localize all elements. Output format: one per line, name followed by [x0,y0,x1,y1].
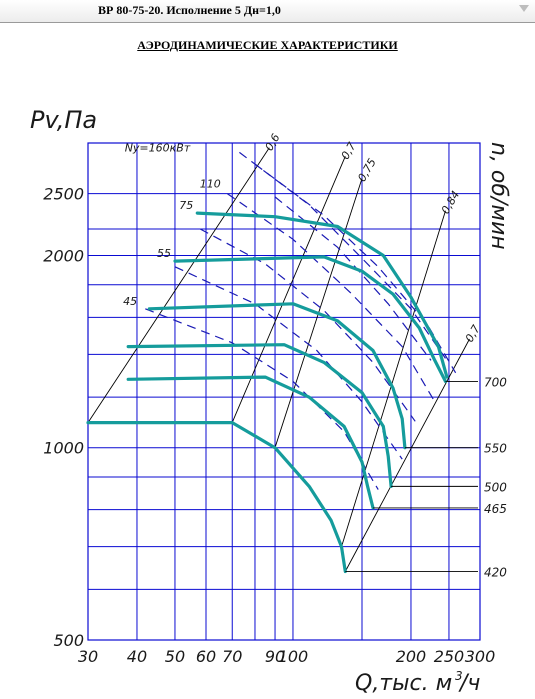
x-tick-label: 30 [78,647,98,666]
y-tick-label: 1000 [43,439,84,458]
pressure-curve [126,375,375,510]
y-axis-title: Pv,Па [30,106,97,134]
efficiency-line [231,156,346,423]
rpm-label: 500 [484,480,507,494]
power-label: 75 [179,199,193,212]
power-label: Ny=160кВт [125,141,191,154]
pressure-curve [126,343,393,488]
rpm-label: 700 [484,375,507,389]
pressure-curve [195,211,449,379]
x-tick-label: 200 [396,647,427,666]
x-tick-label: 90 [265,647,285,666]
dropdown-arrow-icon[interactable] [519,5,529,12]
right-axis-title: n, об/мин [486,142,511,250]
rpm-label: 550 [484,442,507,456]
chart-subtitle: АЭРОДИНАМИЧЕСКИЕ ХАРАКТЕРИСТИКИ [137,38,398,52]
document-title: ВР 80-75-20. Исполнение 5 Дн=1,0 [98,3,281,17]
power-dashed-line [226,193,436,403]
x-axis-title-suffix: /ч [458,671,480,696]
y-tick-label: 2500 [43,185,84,204]
power-label: 55 [157,247,171,260]
y-tick-label: 2000 [43,246,84,265]
x-tick-label: 250 [434,647,465,666]
x-tick-label: 70 [222,647,242,666]
efficiency-label: 0,84 [439,189,463,217]
rpm-label: 420 [484,566,507,580]
efficiency-line [341,210,446,547]
x-tick-label: 100 [278,647,309,666]
efficiency-line [344,338,470,572]
document-header: ВР 80-75-20. Исполнение 5 Дн=1,0 [0,0,535,23]
efficiency-line [87,147,270,423]
efficiency-label: 0,6 [263,132,283,154]
pressure-curve [147,302,407,450]
pressure-curve [173,255,448,383]
rpm-label: 465 [484,502,507,516]
y-tick-label: 500 [53,631,84,650]
power-dashed-line [174,266,403,460]
power-dashed-line [145,308,379,490]
x-tick-label: 40 [127,647,147,666]
power-dashed-line [199,228,416,422]
efficiency-label: 0,75 [355,156,379,184]
x-axis-title-superscript: 3 [455,669,463,683]
x-tick-label: 60 [196,647,216,666]
power-label: 45 [123,295,137,308]
pressure-curve [86,421,347,574]
x-tick-label: 50 [165,647,185,666]
x-axis-title: Q,тыс. м [355,671,452,696]
power-label: 110 [200,177,221,190]
x-tick-label: 300 [465,647,496,666]
